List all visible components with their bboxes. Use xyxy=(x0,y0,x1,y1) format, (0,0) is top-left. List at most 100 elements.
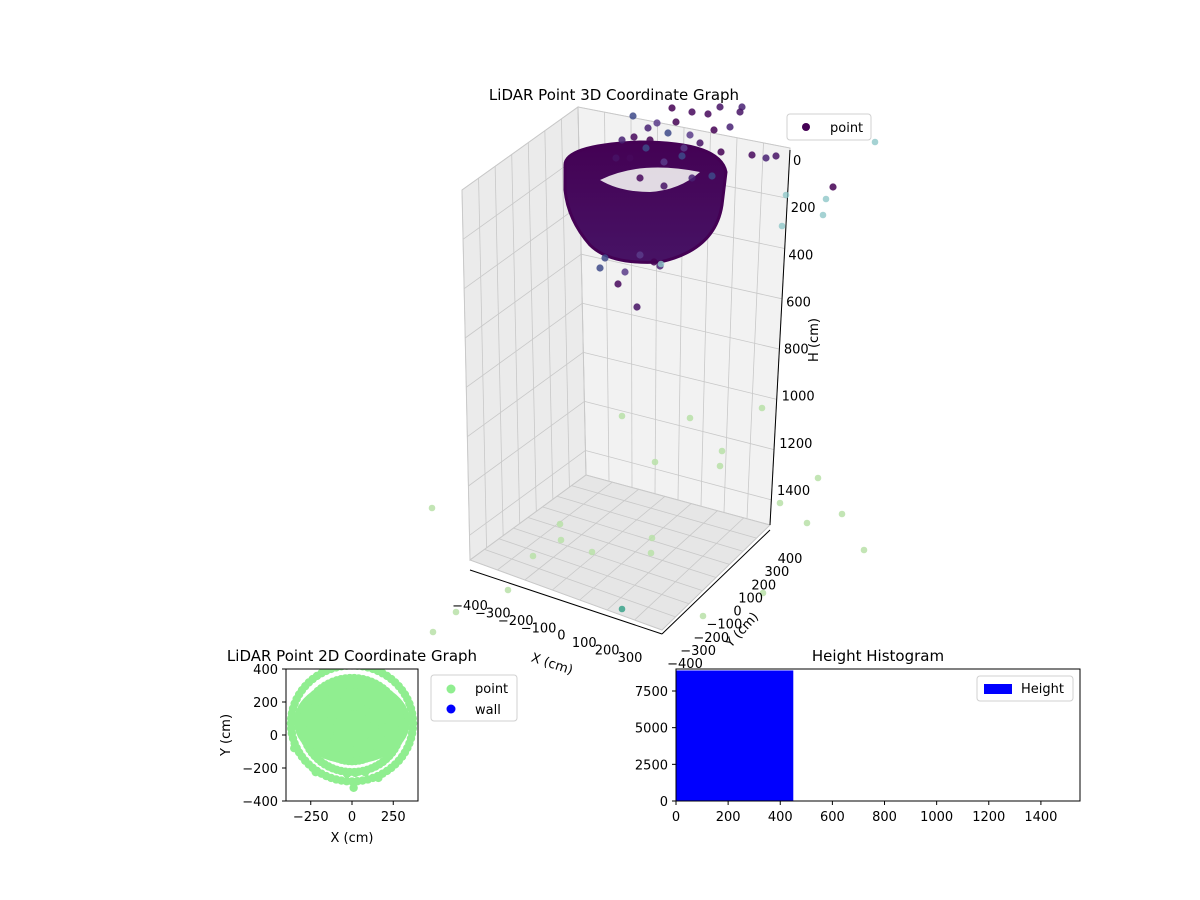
scatter3d-point xyxy=(660,158,668,166)
scatter3d-point xyxy=(778,222,786,230)
y-tick-label: 100 xyxy=(738,591,763,606)
histogram-y-tick-label: 7500 xyxy=(635,685,668,700)
histogram-x-tick-label: 800 xyxy=(872,810,897,825)
scatter2d-point xyxy=(383,725,393,735)
z-tick-labels: 0 200 400 600 800 1000 1200 1400 xyxy=(777,154,816,499)
scatter3d-point xyxy=(680,144,688,152)
z-tick-label: 200 xyxy=(791,201,816,216)
scatter3d-point xyxy=(618,136,626,144)
x-tick-label: −100 xyxy=(521,621,557,636)
scatter2d-point xyxy=(361,767,370,777)
scatter2d-point xyxy=(349,783,358,792)
scatter3d-point xyxy=(504,586,512,594)
scatter2d-point xyxy=(374,773,383,783)
scatter2d-point xyxy=(328,748,337,758)
y-tick-label: 300 xyxy=(764,565,789,580)
scatter3d-point xyxy=(704,110,712,118)
scatter3d-title: LiDAR Point 3D Coordinate Graph xyxy=(489,86,739,104)
scatter3d-point xyxy=(758,404,766,412)
scatter2d-x-tick-label: −250 xyxy=(293,810,329,825)
histogram-title: Height Histogram xyxy=(812,647,944,665)
y-tick-label: 200 xyxy=(751,578,776,593)
scatter3d-point xyxy=(668,104,676,112)
histogram-plot: 0 200 400 600 800 1000 1200 1400 0250050007500 … xyxy=(635,647,1081,825)
x-axis-line xyxy=(469,569,663,635)
y-axis-line xyxy=(661,529,771,635)
y-tick-label: 0 xyxy=(733,605,741,620)
scatter3d-point xyxy=(660,182,668,190)
scatter3d-point xyxy=(686,131,694,139)
y-tick-label: −200 xyxy=(693,631,729,646)
y-tick-label: 400 xyxy=(778,552,803,567)
scatter3d-zlabel: H (cm) xyxy=(807,318,822,362)
legend-marker-wall xyxy=(446,704,456,714)
scatter3d-legend: point xyxy=(786,113,872,141)
histogram-x-tick-label: 200 xyxy=(716,810,741,825)
scatter3d-point xyxy=(529,552,537,560)
histogram-y-ticks: 0 2500 5000 7500 xyxy=(635,685,676,810)
scatter3d-point xyxy=(688,174,696,182)
histogram-x-tick-label: 0 xyxy=(672,810,680,825)
scatter3d-point xyxy=(736,108,744,116)
scatter2d-point xyxy=(290,744,299,753)
scatter3d-point xyxy=(428,504,436,512)
histogram-y-tick-label: 5000 xyxy=(635,722,668,737)
legend-marker-point xyxy=(802,123,810,131)
scatter3d-point xyxy=(648,534,656,542)
scatter3d-point xyxy=(718,447,726,455)
scatter3d-point xyxy=(782,191,790,199)
scatter3d-point xyxy=(664,129,672,137)
y-tick-label: −300 xyxy=(680,644,716,659)
scatter3d-points xyxy=(428,103,879,636)
histogram-x-tick-label: 400 xyxy=(768,810,793,825)
scatter3d-point xyxy=(601,254,609,262)
scatter3d-point xyxy=(829,183,837,191)
scatter3d-point xyxy=(621,268,629,276)
scatter2d-plot: −250 0 250 400 200 0 −200 −400 LiDAR Point 2D … xyxy=(219,647,518,846)
scatter3d-point xyxy=(708,172,716,180)
scatter3d-point xyxy=(822,195,830,203)
scatter3d-point xyxy=(678,152,686,160)
x-tick-label: 300 xyxy=(618,651,643,666)
z-tick-label: 1000 xyxy=(782,390,815,405)
scatter2d-point xyxy=(397,725,406,734)
scatter2d-point xyxy=(311,767,320,777)
scatter3d-point xyxy=(860,546,868,554)
scatter3d-point xyxy=(626,154,634,162)
scatter3d-point xyxy=(871,138,879,146)
scatter2d-title: LiDAR Point 2D Coordinate Graph xyxy=(227,647,477,665)
scatter2d-point xyxy=(363,669,372,672)
histogram-x-tick-label: 1400 xyxy=(1024,810,1057,825)
legend-label-height: Height xyxy=(1021,682,1064,697)
x-tick-label: 200 xyxy=(595,644,620,659)
histogram-legend: Height xyxy=(976,675,1074,702)
scatter3d-point xyxy=(630,133,638,141)
scatter2d-legend: point wall xyxy=(430,674,518,722)
histogram-x-ticks: 0 200 400 600 800 1000 1200 1400 xyxy=(672,801,1057,825)
scatter3d-point xyxy=(556,520,564,528)
scatter3d-point xyxy=(651,458,659,466)
scatter3d-point xyxy=(642,144,650,152)
scatter2d-x-tick-label: 0 xyxy=(348,810,356,825)
scatter2d-x-ticks: −250 0 250 xyxy=(293,801,406,825)
histogram-x-tick-label: 1200 xyxy=(972,810,1005,825)
scatter3d-point xyxy=(776,499,784,507)
scatter3d-point xyxy=(557,536,565,544)
z-axis-line xyxy=(769,149,791,526)
histogram-x-tick-label: 1000 xyxy=(920,810,953,825)
x-tick-label: −300 xyxy=(475,606,511,621)
scatter3d-point xyxy=(672,118,680,126)
scatter3d-point xyxy=(699,612,707,620)
scatter3d-point xyxy=(748,151,756,159)
scatter2d-y-tick-label: −200 xyxy=(242,762,278,777)
x-tick-label: −400 xyxy=(452,599,488,614)
histogram-y-tick-label: 2500 xyxy=(635,758,668,773)
scatter2d-point xyxy=(408,724,418,733)
scatter3d-point xyxy=(710,126,718,134)
scatter3d-point xyxy=(647,549,655,557)
scatter3d-point xyxy=(716,462,724,470)
z-tick-label: 0 xyxy=(793,154,801,169)
